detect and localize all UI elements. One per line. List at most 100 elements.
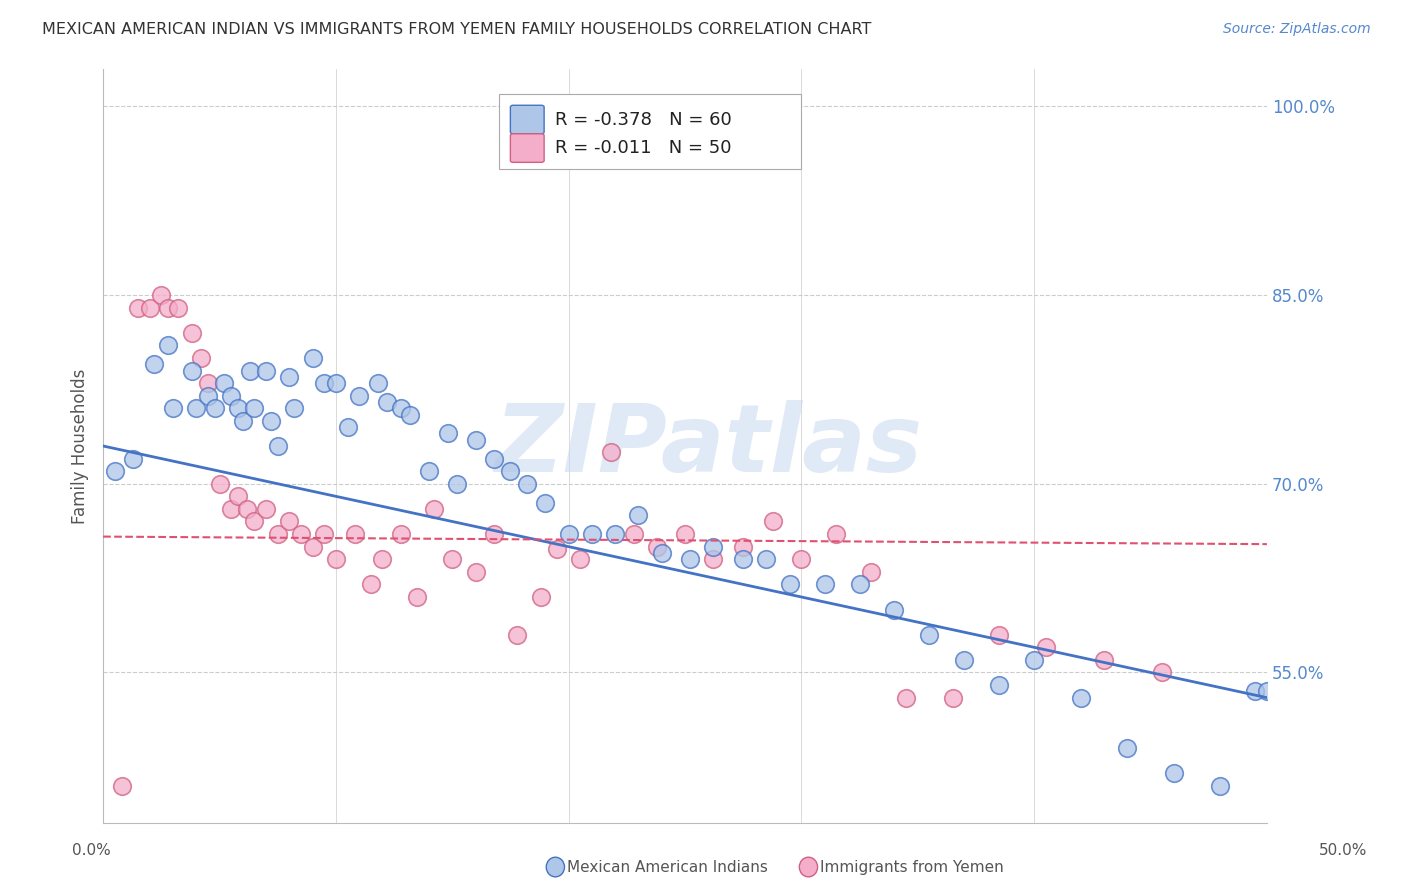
Point: [283, 401, 305, 416]
Point: [1035, 640, 1057, 655]
Point: [762, 515, 785, 529]
Point: [190, 351, 212, 365]
Point: [942, 690, 965, 705]
Point: [232, 414, 254, 428]
Point: [219, 389, 242, 403]
Point: [516, 476, 538, 491]
Point: [150, 288, 173, 302]
Point: [197, 389, 219, 403]
Point: [482, 527, 505, 541]
Point: [581, 527, 603, 541]
Point: [254, 502, 277, 516]
Point: [1209, 779, 1232, 793]
Point: [226, 401, 249, 416]
Point: [212, 376, 235, 390]
Point: [197, 376, 219, 390]
Point: [157, 301, 180, 315]
Point: [347, 389, 370, 403]
Point: [499, 464, 522, 478]
Point: [343, 527, 366, 541]
Point: [464, 565, 486, 579]
Point: [267, 439, 290, 453]
Point: [702, 552, 724, 566]
Point: [779, 577, 801, 591]
Point: [651, 546, 673, 560]
Point: [441, 552, 464, 566]
Point: [673, 527, 696, 541]
Point: [918, 628, 941, 642]
Point: [825, 527, 848, 541]
Point: [1116, 741, 1139, 756]
Text: ZIPatlas: ZIPatlas: [495, 400, 922, 492]
Point: [290, 527, 312, 541]
Point: [1092, 653, 1115, 667]
Point: [162, 401, 184, 416]
Point: [755, 552, 778, 566]
Point: [239, 363, 262, 377]
Point: [243, 515, 266, 529]
Point: [1152, 665, 1174, 680]
Point: [127, 301, 149, 315]
Point: [180, 363, 202, 377]
Point: [1256, 684, 1278, 698]
Point: [623, 527, 645, 541]
Point: [157, 338, 180, 352]
Point: [314, 527, 336, 541]
Point: [301, 351, 323, 365]
Point: [702, 540, 724, 554]
Point: [254, 363, 277, 377]
Text: Mexican American Indians: Mexican American Indians: [567, 860, 768, 874]
Point: [530, 590, 553, 604]
Point: [236, 502, 259, 516]
Point: [219, 502, 242, 516]
Point: [138, 301, 160, 315]
Y-axis label: Family Households: Family Households: [72, 368, 89, 524]
Point: [534, 495, 557, 509]
Point: [243, 401, 266, 416]
Point: [953, 653, 976, 667]
Point: [278, 515, 301, 529]
Point: [208, 476, 231, 491]
Point: [482, 451, 505, 466]
Point: [267, 527, 290, 541]
Point: [325, 376, 347, 390]
Point: [733, 552, 755, 566]
Point: [733, 540, 755, 554]
Point: [143, 357, 166, 371]
Point: [988, 628, 1011, 642]
Point: [389, 527, 412, 541]
Point: [186, 401, 208, 416]
Point: [336, 420, 359, 434]
Point: [301, 540, 323, 554]
Point: [860, 565, 883, 579]
Point: [569, 552, 592, 566]
Text: Source: ZipAtlas.com: Source: ZipAtlas.com: [1223, 22, 1371, 37]
Point: [814, 577, 837, 591]
Text: 50.0%: 50.0%: [1319, 843, 1367, 858]
Point: [104, 464, 127, 478]
Point: [406, 590, 429, 604]
Point: [204, 401, 226, 416]
Point: [122, 451, 145, 466]
Text: MEXICAN AMERICAN INDIAN VS IMMIGRANTS FROM YEMEN FAMILY HOUSEHOLDS CORRELATION C: MEXICAN AMERICAN INDIAN VS IMMIGRANTS FR…: [42, 22, 872, 37]
Point: [418, 464, 440, 478]
Point: [314, 376, 336, 390]
Point: [557, 527, 579, 541]
Point: [436, 426, 458, 441]
Point: [679, 552, 702, 566]
Point: [1070, 690, 1092, 705]
Point: [464, 433, 486, 447]
Point: [599, 445, 621, 459]
Point: [506, 628, 529, 642]
Point: [111, 779, 134, 793]
Point: [605, 527, 627, 541]
Point: [375, 395, 398, 409]
Point: [180, 326, 202, 340]
Point: [278, 369, 301, 384]
Text: R = -0.011   N = 50: R = -0.011 N = 50: [555, 139, 733, 157]
Point: [389, 401, 412, 416]
Point: [371, 552, 394, 566]
Point: [1024, 653, 1046, 667]
Point: [627, 508, 650, 523]
Text: 0.0%: 0.0%: [72, 843, 111, 858]
